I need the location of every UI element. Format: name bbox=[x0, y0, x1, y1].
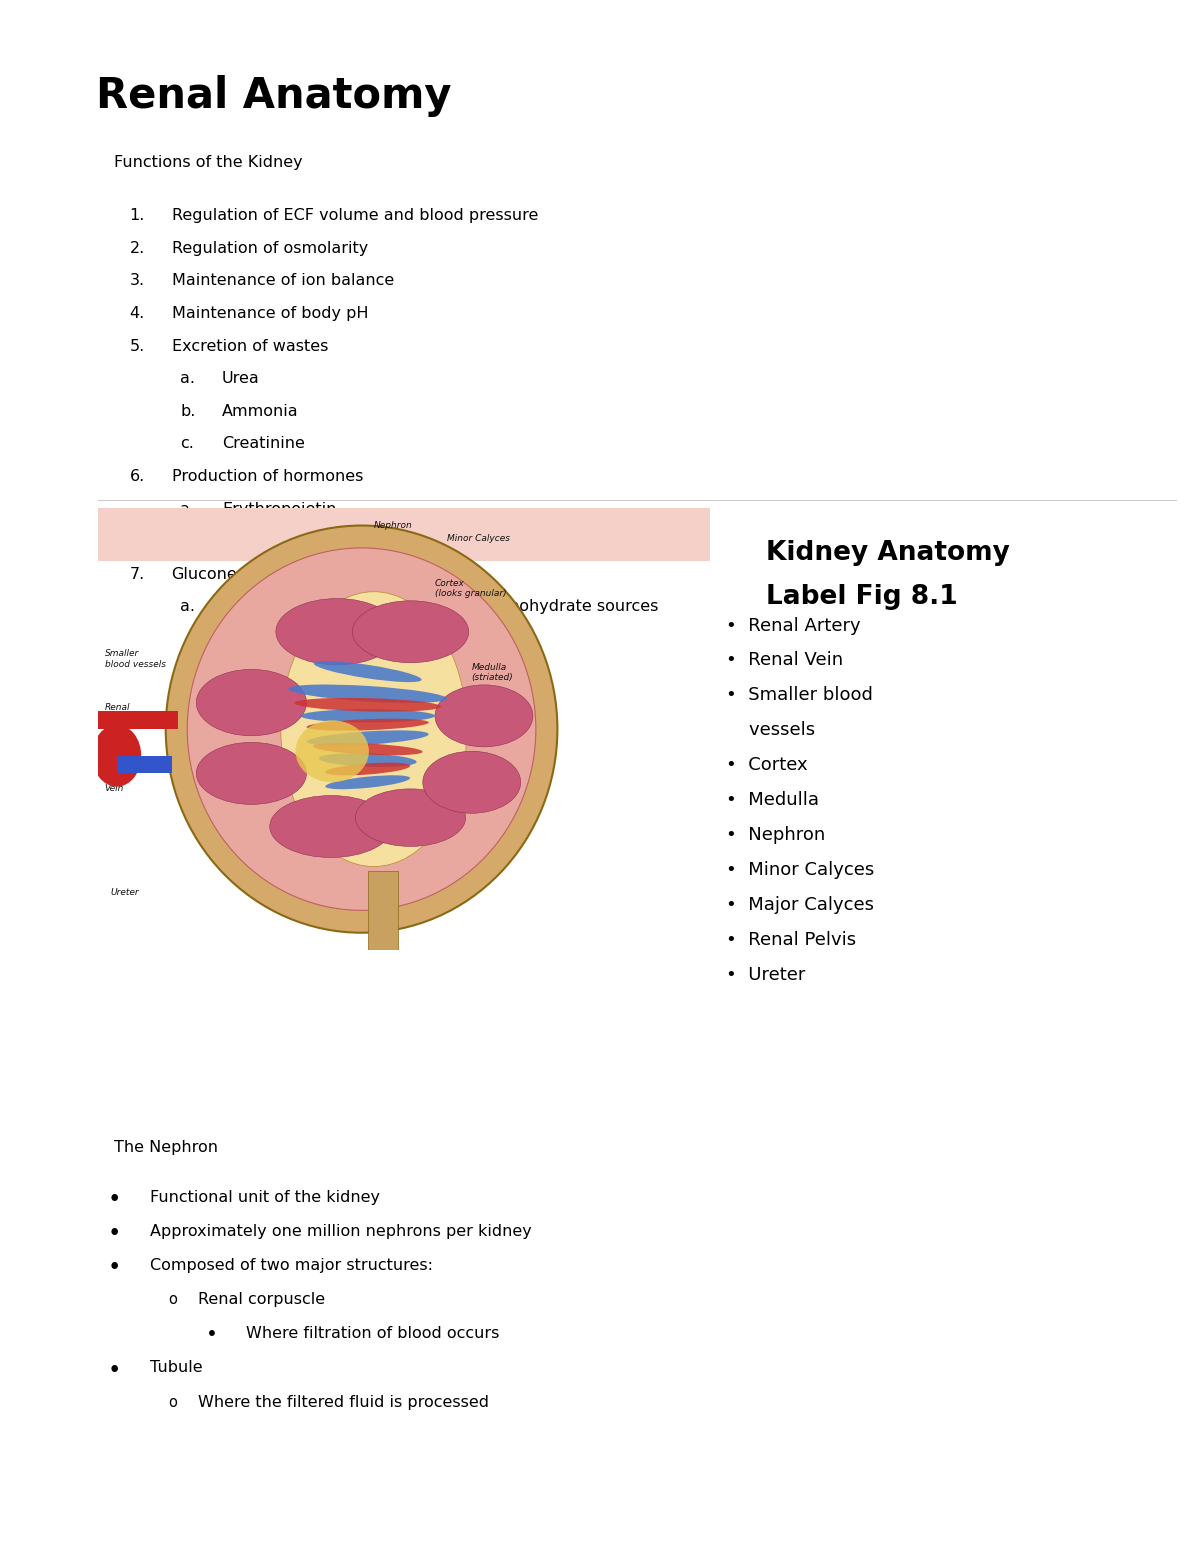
Text: c.: c. bbox=[180, 436, 194, 452]
Text: Urea: Urea bbox=[222, 371, 259, 387]
Text: •  Nephron: • Nephron bbox=[726, 826, 826, 845]
Text: Vitamin D: Vitamin D bbox=[222, 534, 301, 550]
Text: •: • bbox=[206, 1325, 218, 1343]
Text: •: • bbox=[108, 1359, 121, 1382]
Text: a.: a. bbox=[180, 371, 194, 387]
Text: •  Renal Artery: • Renal Artery bbox=[726, 617, 860, 635]
Text: Erythropoietin: Erythropoietin bbox=[222, 502, 336, 517]
Text: Maintenance of ion balance: Maintenance of ion balance bbox=[172, 273, 394, 289]
Text: •  Ureter: • Ureter bbox=[726, 966, 805, 985]
Text: •: • bbox=[108, 1188, 121, 1211]
Text: •: • bbox=[108, 1222, 121, 1246]
Text: Label Fig 8.1: Label Fig 8.1 bbox=[766, 584, 958, 610]
Text: Renal corpuscle: Renal corpuscle bbox=[198, 1292, 325, 1308]
Text: o: o bbox=[168, 1395, 176, 1410]
Text: Regulation of osmolarity: Regulation of osmolarity bbox=[172, 241, 368, 256]
Text: •  Smaller blood: • Smaller blood bbox=[726, 686, 872, 705]
Text: o: o bbox=[168, 1292, 176, 1308]
Text: 4.: 4. bbox=[130, 306, 145, 321]
Text: Regulation of ECF volume and blood pressure: Regulation of ECF volume and blood press… bbox=[172, 208, 538, 224]
Text: •  Cortex: • Cortex bbox=[726, 756, 808, 775]
Text: 2.: 2. bbox=[130, 241, 145, 256]
Text: •  Minor Calyces: • Minor Calyces bbox=[726, 860, 875, 879]
Text: Creatinine: Creatinine bbox=[222, 436, 305, 452]
Text: Ammonia: Ammonia bbox=[222, 404, 299, 419]
Text: 6.: 6. bbox=[130, 469, 145, 485]
Text: Where filtration of blood occurs: Where filtration of blood occurs bbox=[246, 1326, 499, 1342]
Text: Tubule: Tubule bbox=[150, 1360, 203, 1376]
Text: The Nephron: The Nephron bbox=[114, 1140, 218, 1155]
Text: •  Renal Pelvis: • Renal Pelvis bbox=[726, 932, 856, 949]
Text: 7.: 7. bbox=[130, 567, 145, 582]
Text: Kidney Anatomy: Kidney Anatomy bbox=[766, 540, 1009, 567]
Text: Where the filtered fluid is processed: Where the filtered fluid is processed bbox=[198, 1395, 490, 1410]
Text: a.: a. bbox=[180, 502, 194, 517]
Text: Approximately one million nephrons per kidney: Approximately one million nephrons per k… bbox=[150, 1224, 532, 1239]
Text: Excretion of wastes: Excretion of wastes bbox=[172, 339, 328, 354]
Text: Gluconeogenesis: Gluconeogenesis bbox=[172, 567, 308, 582]
Text: Functional unit of the kidney: Functional unit of the kidney bbox=[150, 1190, 380, 1205]
Text: Composed of two major structures:: Composed of two major structures: bbox=[150, 1258, 433, 1273]
Text: Maintenance of body pH: Maintenance of body pH bbox=[172, 306, 368, 321]
Text: Production of hormones: Production of hormones bbox=[172, 469, 362, 485]
Text: b.: b. bbox=[180, 534, 196, 550]
Text: •  Major Calyces: • Major Calyces bbox=[726, 896, 874, 915]
Text: 5.: 5. bbox=[130, 339, 145, 354]
Text: Renal Anatomy: Renal Anatomy bbox=[96, 75, 451, 116]
Text: vessels: vessels bbox=[726, 721, 815, 739]
Text: •  Medulla: • Medulla bbox=[726, 790, 818, 809]
Text: •  Renal Vein: • Renal Vein bbox=[726, 652, 844, 669]
Text: Produces new glucose from non-carbohydrate sources: Produces new glucose from non-carbohydra… bbox=[222, 599, 659, 615]
Text: b.: b. bbox=[180, 404, 196, 419]
Text: Functions of the Kidney: Functions of the Kidney bbox=[114, 155, 302, 171]
Text: a.: a. bbox=[180, 599, 194, 615]
Text: 3.: 3. bbox=[130, 273, 145, 289]
Text: •: • bbox=[108, 1256, 121, 1280]
Text: 1.: 1. bbox=[130, 208, 145, 224]
